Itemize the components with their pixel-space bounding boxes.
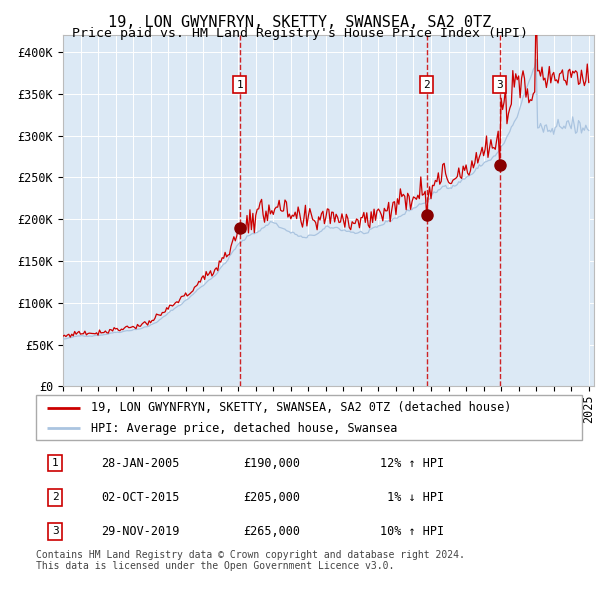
Text: 29-NOV-2019: 29-NOV-2019 [101,525,180,538]
Text: 2: 2 [423,80,430,90]
Text: £205,000: £205,000 [244,491,301,504]
FancyBboxPatch shape [36,395,582,440]
Text: 12% ↑ HPI: 12% ↑ HPI [380,457,444,470]
Text: £265,000: £265,000 [244,525,301,538]
Text: 3: 3 [52,526,58,536]
Text: 1: 1 [52,458,58,468]
Text: Price paid vs. HM Land Registry's House Price Index (HPI): Price paid vs. HM Land Registry's House … [72,27,528,40]
Text: Contains HM Land Registry data © Crown copyright and database right 2024.
This d: Contains HM Land Registry data © Crown c… [36,550,465,572]
Text: 28-JAN-2005: 28-JAN-2005 [101,457,180,470]
Text: 3: 3 [496,80,503,90]
Text: HPI: Average price, detached house, Swansea: HPI: Average price, detached house, Swan… [91,422,397,435]
Text: £190,000: £190,000 [244,457,301,470]
Text: 19, LON GWYNFRYN, SKETTY, SWANSEA, SA2 0TZ (detached house): 19, LON GWYNFRYN, SKETTY, SWANSEA, SA2 0… [91,401,511,414]
Text: 2: 2 [52,492,58,502]
Text: 1: 1 [236,80,243,90]
Text: 1% ↓ HPI: 1% ↓ HPI [380,491,444,504]
Text: 02-OCT-2015: 02-OCT-2015 [101,491,180,504]
Text: 19, LON GWYNFRYN, SKETTY, SWANSEA, SA2 0TZ: 19, LON GWYNFRYN, SKETTY, SWANSEA, SA2 0… [109,15,491,30]
Text: 10% ↑ HPI: 10% ↑ HPI [380,525,444,538]
